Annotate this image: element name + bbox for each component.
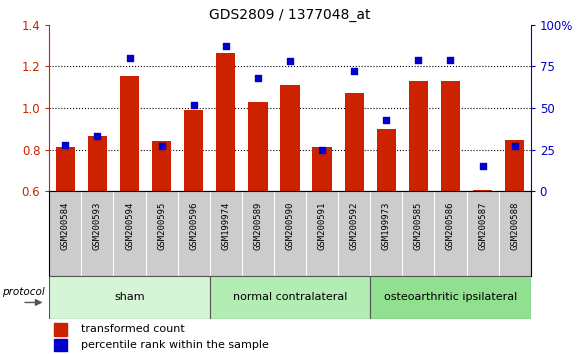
Bar [370,276,531,319]
Point [382,117,391,122]
Text: GSM200588: GSM200588 [510,201,519,250]
Point [350,69,359,74]
Point [221,44,230,49]
Point [93,133,102,139]
Bar [313,148,332,191]
Bar [473,190,492,191]
Bar [54,339,67,351]
Text: GSM200593: GSM200593 [93,201,102,250]
Bar [56,148,75,191]
Point [510,143,519,149]
Text: GSM200595: GSM200595 [157,201,166,250]
Text: percentile rank within the sample: percentile rank within the sample [81,340,269,350]
Point [125,55,134,61]
Bar [505,140,524,191]
Point [317,147,327,152]
Text: GSM200589: GSM200589 [253,201,262,250]
Bar [88,136,107,191]
Text: GSM200596: GSM200596 [189,201,198,250]
Text: GSM200585: GSM200585 [414,201,423,250]
Bar [376,129,396,191]
Point [285,58,295,64]
Text: GSM200590: GSM200590 [285,201,295,250]
Point [157,143,166,149]
Text: GSM199974: GSM199974 [222,201,230,250]
Text: GSM200592: GSM200592 [350,201,358,250]
Point [61,142,70,147]
Bar [49,276,210,319]
Title: GDS2809 / 1377048_at: GDS2809 / 1377048_at [209,8,371,22]
Point [189,102,198,108]
Bar [152,141,171,191]
Bar [248,102,267,191]
Text: sham: sham [114,292,145,302]
Point [414,57,423,63]
Point [446,57,455,63]
Text: GSM199973: GSM199973 [382,201,391,250]
Text: GSM200594: GSM200594 [125,201,134,250]
Text: transformed count: transformed count [81,324,184,334]
Text: GSM200586: GSM200586 [446,201,455,250]
Point [478,163,487,169]
Bar [210,276,370,319]
Text: protocol: protocol [2,287,45,297]
Bar [184,110,204,191]
Bar [216,53,235,191]
Bar [54,323,67,336]
Text: GSM200591: GSM200591 [318,201,327,250]
Bar [280,85,300,191]
Bar [409,81,428,191]
Text: osteoarthritic ipsilateral: osteoarthritic ipsilateral [384,292,517,302]
Bar [345,93,364,191]
Bar [441,81,460,191]
Text: GSM200584: GSM200584 [61,201,70,250]
Bar [120,76,139,191]
Point [253,75,263,81]
Text: normal contralateral: normal contralateral [233,292,347,302]
Text: GSM200587: GSM200587 [478,201,487,250]
